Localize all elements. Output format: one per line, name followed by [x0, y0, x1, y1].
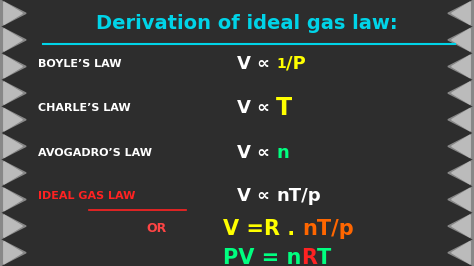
Polygon shape: [0, 53, 26, 80]
Text: AVOGADRO’S LAW: AVOGADRO’S LAW: [38, 148, 152, 158]
Polygon shape: [452, 162, 470, 184]
Text: Derivation of ideal gas law:: Derivation of ideal gas law:: [96, 14, 397, 34]
Text: V ∝: V ∝: [237, 186, 276, 205]
Polygon shape: [448, 0, 474, 27]
Polygon shape: [4, 109, 22, 131]
Polygon shape: [448, 239, 474, 266]
Polygon shape: [448, 186, 474, 213]
Polygon shape: [448, 133, 474, 160]
Polygon shape: [0, 80, 26, 106]
Polygon shape: [4, 2, 22, 24]
Text: IDEAL GAS LAW: IDEAL GAS LAW: [38, 190, 135, 201]
Text: n: n: [276, 144, 289, 162]
Polygon shape: [452, 109, 470, 131]
Polygon shape: [4, 162, 22, 184]
Polygon shape: [0, 0, 26, 27]
Polygon shape: [448, 213, 474, 239]
Polygon shape: [452, 188, 470, 211]
Polygon shape: [448, 80, 474, 106]
Polygon shape: [448, 160, 474, 186]
Polygon shape: [0, 186, 26, 213]
Polygon shape: [452, 215, 470, 237]
Polygon shape: [4, 55, 22, 78]
Polygon shape: [4, 188, 22, 211]
Text: nT/p: nT/p: [276, 186, 321, 205]
Polygon shape: [0, 213, 26, 239]
Polygon shape: [448, 106, 474, 133]
Polygon shape: [0, 133, 26, 160]
Text: 1: 1: [276, 57, 286, 71]
Polygon shape: [0, 27, 26, 53]
Text: V ∝: V ∝: [237, 99, 276, 117]
Text: V ∝: V ∝: [237, 55, 276, 73]
Text: OR: OR: [146, 222, 166, 235]
Polygon shape: [0, 239, 26, 266]
Text: T: T: [317, 248, 331, 266]
Polygon shape: [4, 82, 22, 104]
Text: PV = n: PV = n: [223, 248, 301, 266]
Text: R: R: [301, 248, 317, 266]
Polygon shape: [452, 82, 470, 104]
Polygon shape: [452, 29, 470, 51]
Polygon shape: [448, 27, 474, 53]
Polygon shape: [4, 242, 22, 264]
Polygon shape: [452, 2, 470, 24]
Polygon shape: [452, 55, 470, 78]
Polygon shape: [452, 242, 470, 264]
Text: nT/p: nT/p: [302, 219, 354, 239]
Text: T: T: [276, 96, 292, 120]
Polygon shape: [4, 135, 22, 157]
Polygon shape: [0, 160, 26, 186]
Text: V ∝: V ∝: [237, 144, 276, 162]
Polygon shape: [448, 53, 474, 80]
Polygon shape: [452, 135, 470, 157]
Text: CHARLE’S LAW: CHARLE’S LAW: [38, 103, 130, 113]
Polygon shape: [4, 29, 22, 51]
Polygon shape: [0, 106, 26, 133]
Text: BOYLE’S LAW: BOYLE’S LAW: [38, 59, 121, 69]
Text: V =R .: V =R .: [223, 219, 302, 239]
Text: /P: /P: [286, 55, 306, 73]
Polygon shape: [4, 215, 22, 237]
